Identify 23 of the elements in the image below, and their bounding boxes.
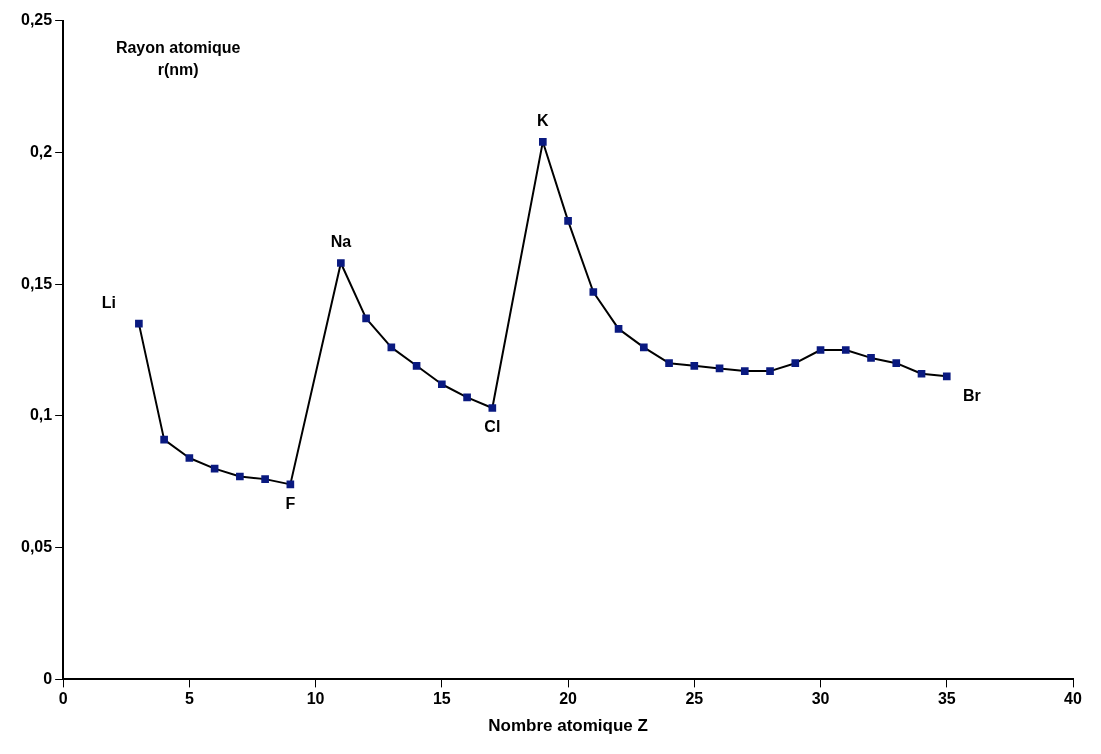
x-tick-label: 20: [559, 690, 578, 708]
x-tick-label: 25: [685, 690, 704, 708]
y-tick-label: 0,2: [29, 142, 53, 160]
y-tick-label: 0,1: [29, 406, 53, 424]
x-tick-label: 30: [811, 690, 830, 708]
x-tick-label: 40: [1064, 690, 1082, 708]
annotation: Cl: [484, 418, 501, 436]
annotation: F: [285, 494, 296, 512]
x-axis-title: Nombre atomique Z: [488, 716, 648, 736]
x-tick-label: 15: [432, 690, 451, 708]
x-tick-label: 0: [58, 690, 68, 708]
x-tick-label: 10: [306, 690, 325, 708]
y-tick-label: 0,05: [21, 538, 53, 556]
annotation: K: [537, 112, 550, 130]
y-tick-label: 0,25: [21, 11, 53, 29]
y-tick-label: 0: [43, 669, 53, 687]
x-tick-label: 5: [184, 690, 194, 708]
y-axis-title: Rayon atomique r(nm): [115, 39, 241, 79]
x-tick-label: 35: [937, 690, 956, 708]
annotation: Li: [101, 294, 116, 312]
annotation: Br: [962, 386, 981, 404]
annotation: Na: [330, 233, 352, 251]
y-tick-label: 0,15: [21, 274, 53, 292]
